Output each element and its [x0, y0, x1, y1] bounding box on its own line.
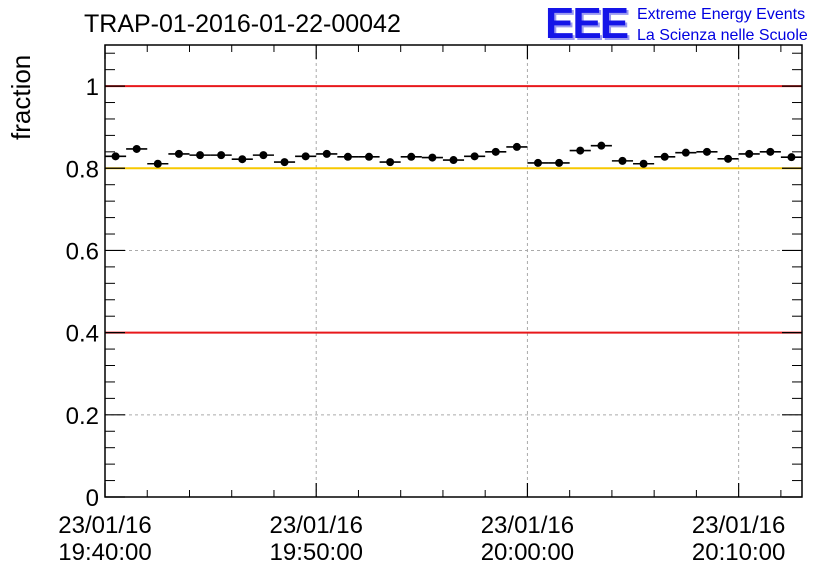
y-axis-label: fraction [6, 54, 36, 140]
y-tick-label: 0.6 [66, 238, 99, 265]
x-tick-label-date: 23/01/16 [270, 512, 363, 539]
logo-line-1: Extreme Energy Events [637, 6, 806, 23]
data-point [407, 152, 416, 161]
data-point [111, 152, 120, 161]
x-tick-label-time: 20:10:00 [692, 539, 785, 566]
data-point [365, 152, 374, 161]
x-axis-ticks: 23/01/1619:40:0023/01/1619:50:0023/01/16… [58, 45, 785, 566]
logo-line-2: La Scienza nelle Scuole [637, 27, 808, 44]
data-point [301, 152, 310, 161]
eee-logo: EEE Extreme Energy Events La Scienza nel… [545, 0, 808, 48]
grid-lines [105, 45, 802, 497]
eee-logo-letters: EEE [545, 0, 629, 48]
eee-logo-text: Extreme Energy Events La Scienza nelle S… [637, 4, 808, 46]
data-point [491, 147, 500, 156]
data-point [322, 149, 331, 158]
data-point [618, 156, 627, 165]
reference-lines [105, 85, 802, 334]
data-point [343, 152, 352, 161]
data-point [512, 142, 521, 151]
data-point [766, 147, 775, 156]
data-point [428, 153, 437, 162]
data-point [576, 146, 585, 155]
data-point [555, 158, 564, 167]
y-tick-label: 1 [86, 74, 99, 101]
x-tick-label-date: 23/01/16 [481, 512, 574, 539]
data-point [597, 141, 606, 150]
y-tick-label: 0 [86, 485, 99, 512]
data-point [787, 153, 796, 162]
data-point [724, 154, 733, 163]
x-tick-label-date: 23/01/16 [58, 512, 151, 539]
data-points [105, 141, 802, 168]
x-tick-label-date: 23/01/16 [692, 512, 785, 539]
data-point [196, 151, 205, 160]
data-point [449, 156, 458, 165]
data-point [132, 144, 141, 153]
data-point [681, 148, 690, 157]
data-point [386, 158, 395, 167]
data-point [470, 152, 479, 161]
plot-frame [104, 44, 803, 498]
data-point [533, 158, 542, 167]
x-tick-label-time: 19:40:00 [58, 539, 151, 566]
y-tick-label: 0.2 [66, 403, 99, 430]
x-tick-label-time: 20:00:00 [481, 539, 574, 566]
data-point [238, 155, 247, 164]
y-tick-label: 0.8 [66, 156, 99, 183]
x-tick-label-time: 19:50:00 [270, 539, 363, 566]
data-point [660, 152, 669, 161]
y-tick-label: 0.4 [66, 321, 99, 348]
data-point [702, 147, 711, 156]
data-point [259, 151, 268, 160]
y-axis-ticks: 0 0.2 0.4 0.6 0.8 1 [66, 52, 802, 512]
data-point [280, 158, 289, 167]
data-point [153, 159, 162, 168]
data-point [639, 159, 648, 168]
data-point [745, 149, 754, 158]
data-point [174, 149, 183, 158]
chart-title: TRAP-01-2016-01-22-00042 [84, 10, 401, 38]
data-point [217, 151, 226, 160]
